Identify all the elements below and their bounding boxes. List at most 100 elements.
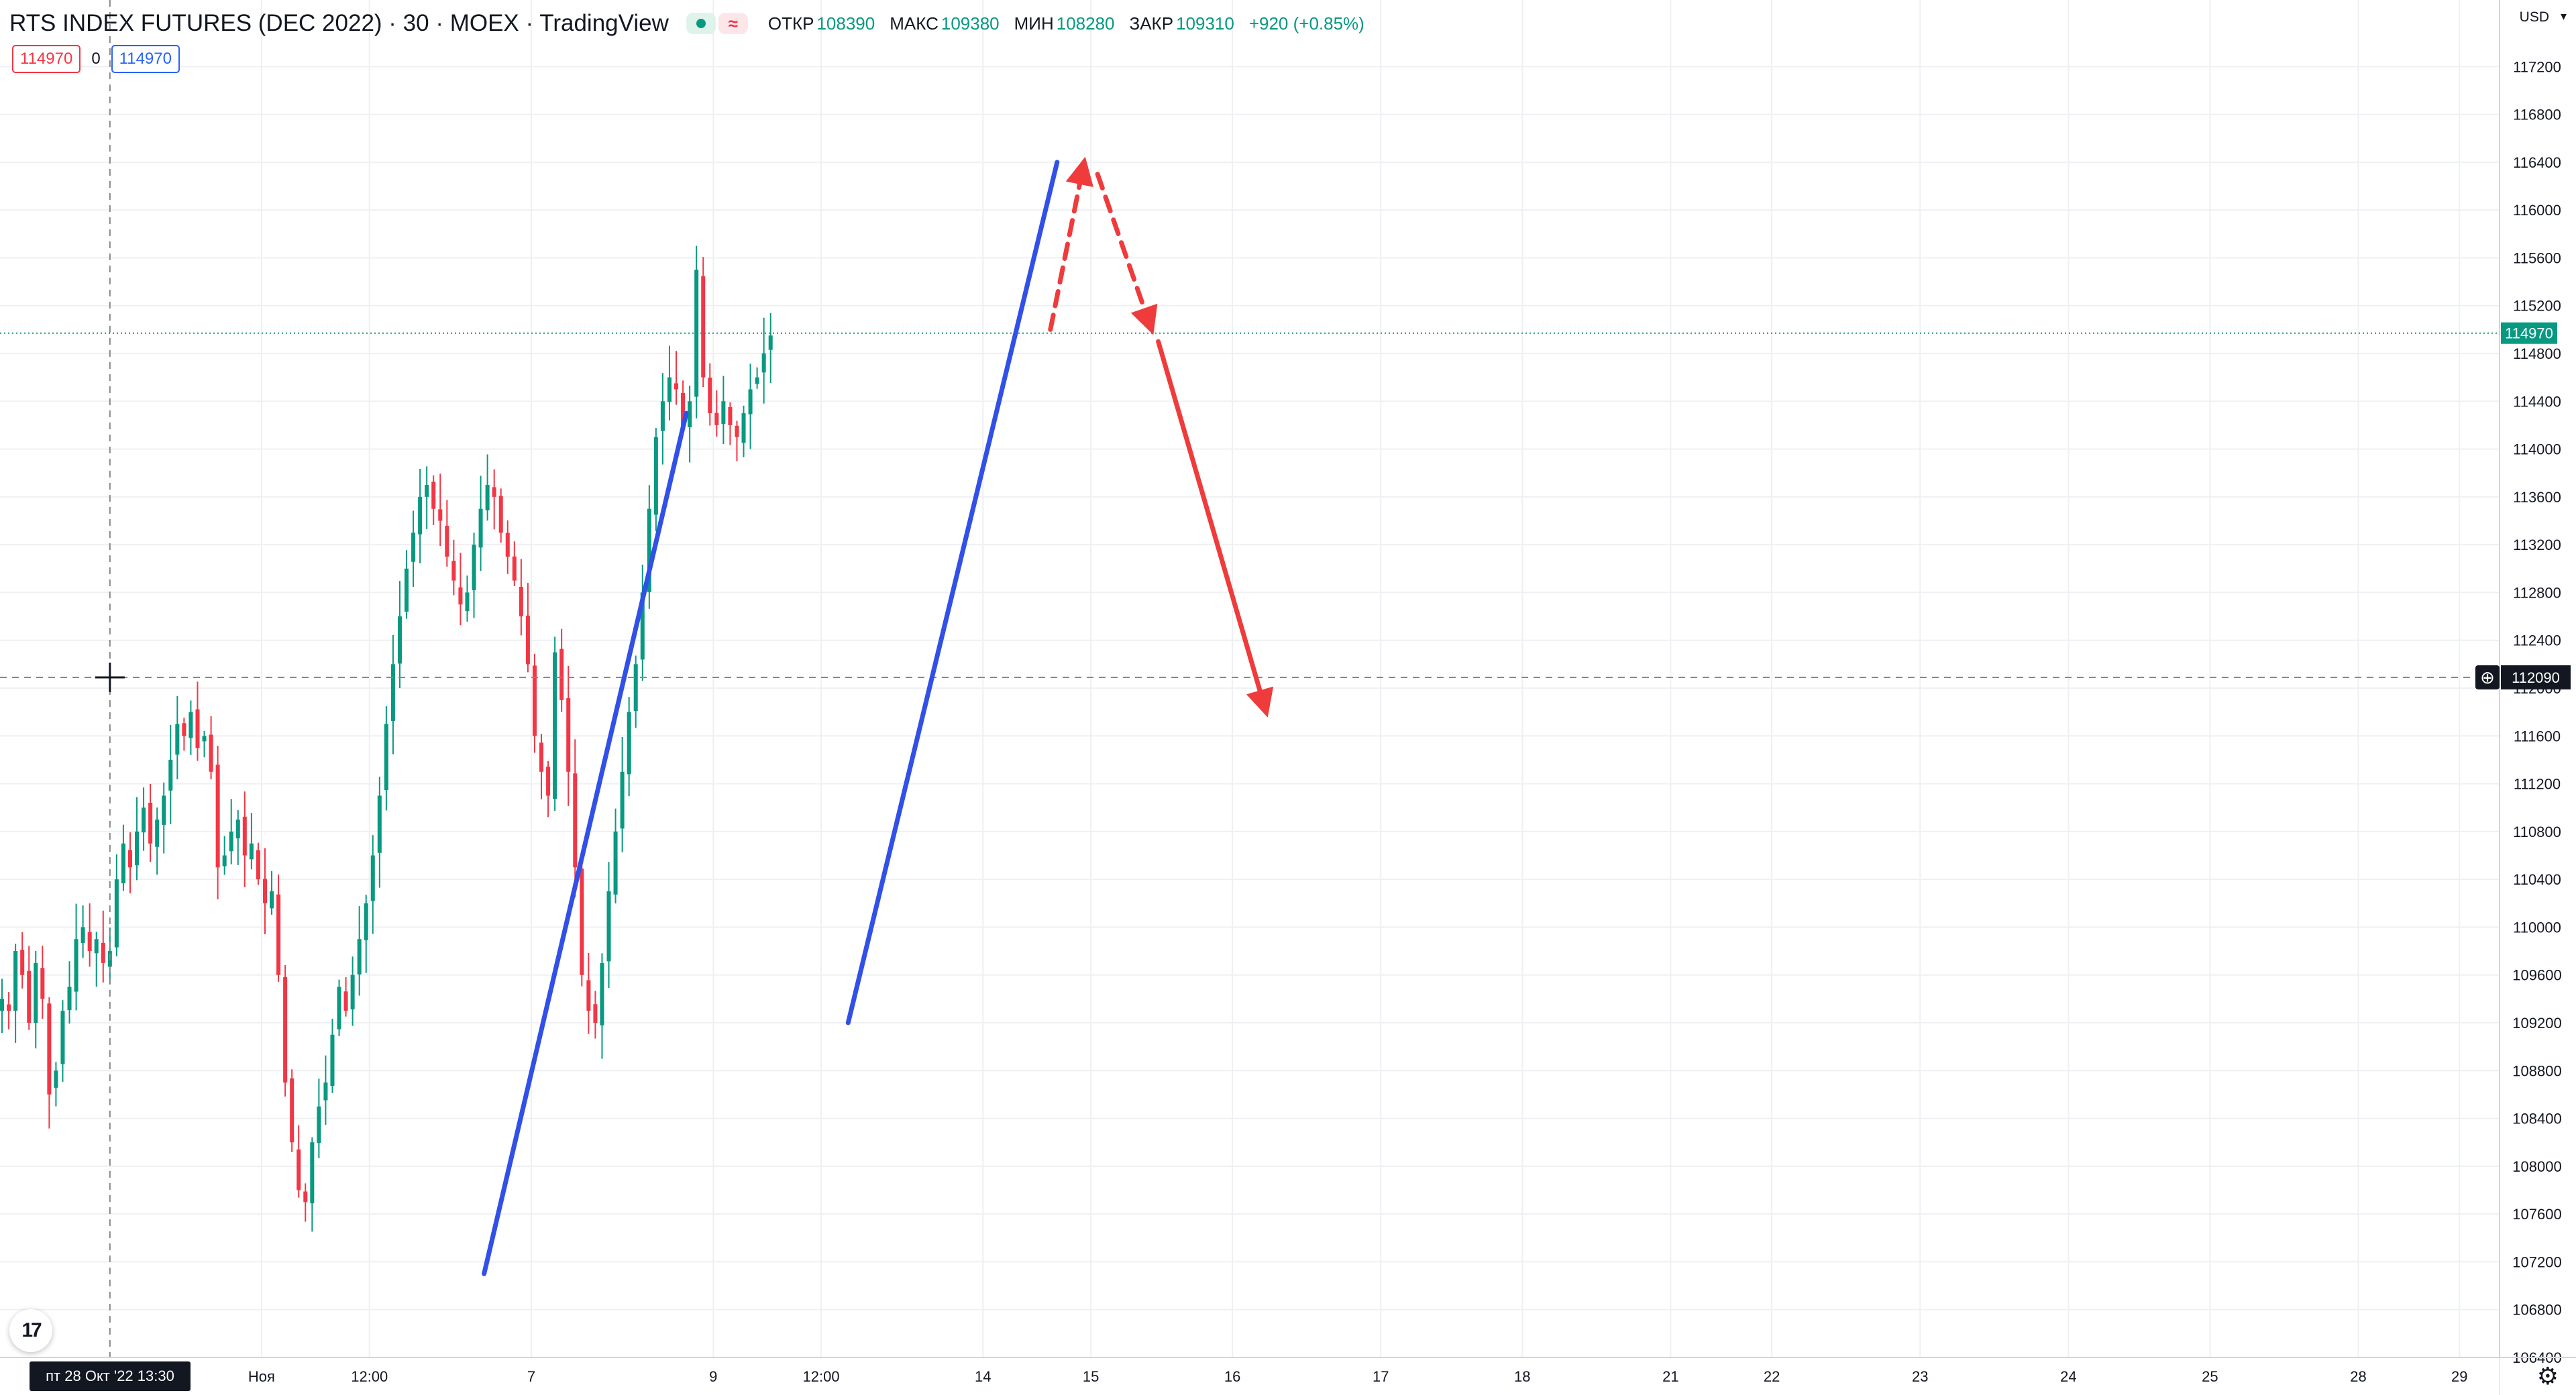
price-tick-label: 107200 (2512, 1253, 2561, 1270)
candle-body (290, 1078, 294, 1143)
price-tick-label: 115600 (2513, 249, 2561, 266)
candle-body (87, 932, 92, 952)
candle-body (155, 820, 160, 847)
price-tick-label: 110800 (2513, 824, 2561, 840)
candle-body (303, 1191, 308, 1203)
candle-body (405, 568, 409, 612)
time-tick-label: 14 (975, 1368, 991, 1385)
forecast-arrow[interactable] (1095, 172, 1158, 335)
price-tick-label: 111600 (2514, 728, 2561, 744)
candle-body (323, 1082, 328, 1101)
candle-body (593, 1004, 598, 1023)
candle-body (262, 879, 267, 903)
crosshair-price-label: 112090 (2512, 669, 2560, 686)
candle-body (735, 425, 739, 437)
candle-body (600, 962, 604, 1025)
forecast-arrow[interactable] (1156, 339, 1274, 718)
candle-body (249, 843, 254, 860)
candle-body (337, 987, 341, 1029)
order-panel: 114970 0 114970 (12, 44, 180, 74)
candle-body (215, 765, 220, 868)
time-tick-label: 15 (1083, 1368, 1099, 1385)
candle-body (492, 487, 496, 497)
candle-body (270, 891, 274, 909)
open-label: ОТКР (767, 13, 814, 34)
market-status-icon[interactable] (686, 13, 716, 34)
candle-body (390, 664, 395, 722)
symbol-title[interactable]: RTS INDEX FUTURES (DEC 2022) · 30 · MOEX… (9, 10, 669, 36)
candle-body (74, 939, 78, 992)
time-tick-label: 9 (709, 1368, 717, 1385)
price-axis-bg (2500, 0, 2576, 1395)
price-tick-label: 112400 (2513, 632, 2561, 649)
candle-body (667, 377, 672, 402)
change-value: +920 (+0.85%) (1248, 13, 1364, 34)
price-tick-label: 116400 (2513, 154, 2561, 171)
candle-body (235, 820, 240, 839)
candle-body (168, 759, 173, 791)
sell-button[interactable]: 114970 (12, 45, 81, 73)
trend-line[interactable] (845, 160, 1060, 1025)
price-tick-label: 117200 (2513, 58, 2561, 75)
candle-body (142, 807, 146, 833)
candle-body (13, 951, 18, 1011)
candle-body (80, 927, 85, 943)
settings-gear-icon[interactable]: ⚙ (2536, 1362, 2559, 1390)
time-tick-label: 18 (1514, 1368, 1530, 1385)
candles (0, 245, 773, 1232)
candle-body (627, 712, 631, 775)
tradingview-logo[interactable]: 17 (9, 1309, 52, 1352)
candle-body (653, 437, 658, 515)
candle-body (425, 485, 429, 497)
time-tick-label: 17 (1373, 1368, 1389, 1385)
candle-body (660, 401, 665, 431)
candle-body (60, 1011, 65, 1064)
candle-body (559, 649, 564, 700)
candle-body (101, 942, 105, 963)
spread-value: 0 (91, 50, 101, 68)
candle-body (40, 968, 45, 999)
candle-body (451, 561, 456, 581)
candle-body (175, 724, 180, 755)
candle-body (512, 556, 517, 581)
candle-body (606, 891, 611, 962)
candle-body (761, 353, 766, 373)
drawings[interactable] (482, 156, 1274, 1276)
price-tick-label: 108400 (2512, 1111, 2561, 1127)
price-tick-label: 109200 (2512, 1015, 2561, 1031)
trend-line[interactable] (482, 410, 689, 1276)
plus-circle-icon[interactable]: ⊕ (2480, 668, 2495, 688)
candle-body (647, 508, 651, 592)
price-tick-label: 116000 (2513, 202, 2561, 219)
candle-body (229, 831, 233, 852)
candle-body (27, 970, 32, 1023)
candle-body (34, 962, 38, 1023)
candle-body (445, 525, 449, 557)
add-alert-button[interactable] (2475, 665, 2500, 689)
price-axis[interactable]: 1064001068001072001076001080001084001088… (2475, 0, 2576, 1395)
crosshair-time-label: пт 28 Окт '22 13:30 (30, 1361, 191, 1391)
forecast-arrow[interactable] (1048, 156, 1094, 332)
candle-body (546, 767, 551, 796)
low-label: МИН (1014, 13, 1054, 34)
candle-body (343, 991, 348, 1011)
time-axis[interactable]: Ноя 12:00 7 9 12:00 14 15 16 17 18 21 22 23 24 25 28 29 (0, 1357, 2576, 1395)
candle-body (222, 855, 227, 867)
candle-body (121, 843, 125, 884)
buy-button[interactable]: 114970 (111, 45, 180, 73)
chart-header: RTS INDEX FUTURES (DEC 2022) · 30 · MOEX… (9, 7, 1364, 40)
chevron-down-icon[interactable]: ▾ (2560, 9, 2567, 23)
time-tick-label: 12:00 (803, 1368, 840, 1385)
time-tick-label: 21 (1662, 1368, 1678, 1385)
price-tick-label: 114800 (2513, 345, 2561, 362)
candle-body (370, 855, 375, 901)
candle-body (485, 485, 490, 510)
candle-body (741, 413, 746, 443)
candle-body (397, 616, 402, 664)
delayed-data-icon[interactable]: ≈ (718, 13, 748, 34)
time-tick-label: 25 (2202, 1368, 2218, 1385)
currency-selector[interactable]: USD (2519, 9, 2549, 25)
candle-body (539, 742, 544, 772)
candle-body (202, 736, 207, 742)
